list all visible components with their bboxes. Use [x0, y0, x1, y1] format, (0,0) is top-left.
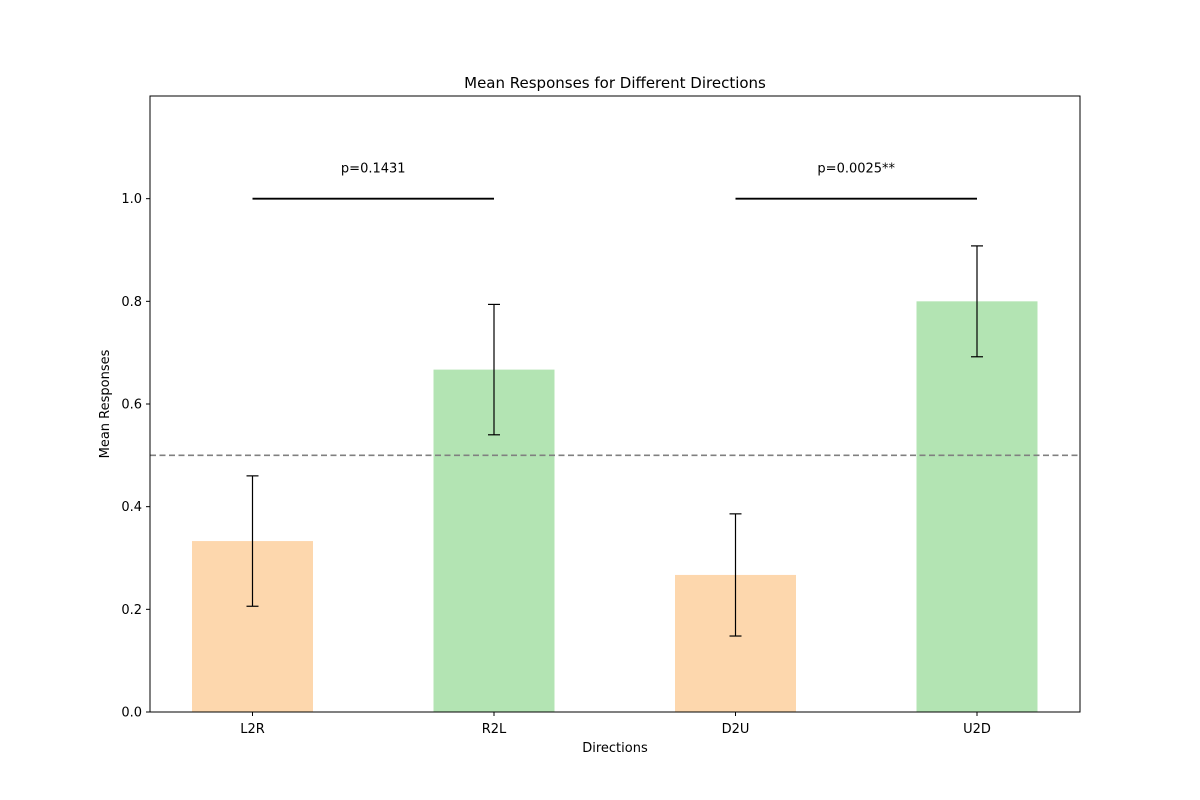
error-bar-u2d [971, 245, 983, 358]
y-tick-label: 1.0 [121, 192, 142, 207]
x-tick-label-u2d: U2D [963, 722, 991, 737]
x-tick-label-d2u: D2U [722, 722, 750, 737]
y-tick-label: 0.4 [121, 500, 142, 515]
y-axis-label: Mean Responses [98, 349, 113, 458]
x-tick-label-l2r: L2R [240, 722, 265, 737]
chart-title: Mean Responses for Different Directions [464, 74, 766, 92]
x-tick-label-r2l: R2L [482, 722, 507, 737]
y-tick-label: 0.8 [121, 295, 142, 310]
comparison-label-2: p=0.0025** [817, 162, 895, 177]
y-tick-label: 0.0 [121, 706, 142, 721]
plot-area: p=0.1431 p=0.0025** [150, 162, 1080, 712]
comparison-label-1: p=0.1431 [341, 162, 406, 177]
error-bar-r2l [488, 303, 500, 436]
error-bar-d2u [729, 513, 742, 637]
bar-u2d [916, 301, 1038, 712]
y-tick-label: 0.2 [121, 603, 142, 618]
x-axis-label: Directions [582, 741, 648, 756]
error-bar-l2r [246, 475, 259, 607]
axes: 0.0 0.2 0.4 0.6 0.8 1.0 L2R R2L D2U U2D [121, 95, 1081, 737]
y-tick-label: 0.6 [121, 398, 142, 413]
